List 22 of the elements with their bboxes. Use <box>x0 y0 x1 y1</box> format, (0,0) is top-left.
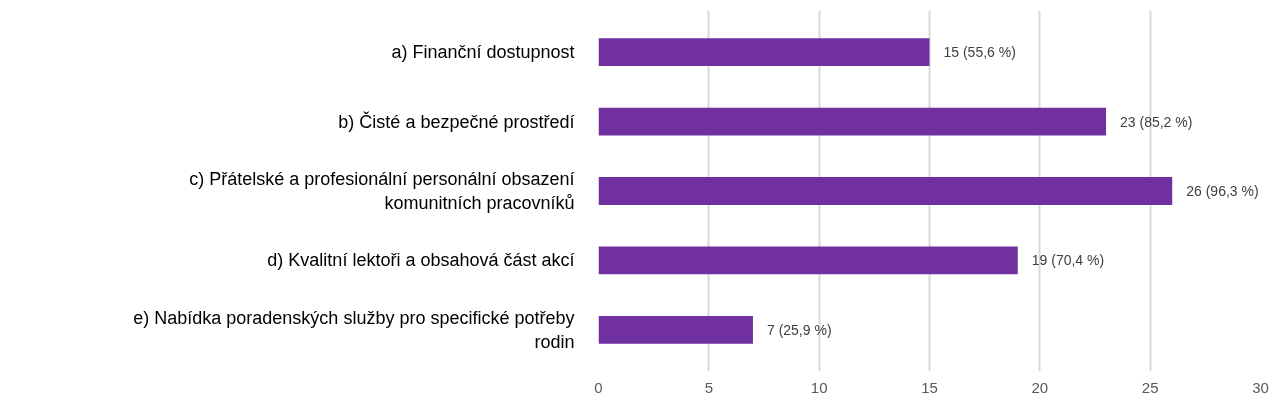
x-tick-label: 15 <box>921 378 938 396</box>
bar <box>598 38 930 67</box>
bar <box>598 315 753 344</box>
y-tick-label: e) Nabídka poradenských služby pro specifické potřeby rodin <box>133 307 575 352</box>
x-tick-label: 20 <box>1031 378 1049 396</box>
x-tick-label: 30 <box>1252 378 1269 396</box>
y-tick-label: c) Přátelské a profesionální personální obsazení komunitních pracovníků <box>189 169 575 213</box>
bar <box>598 246 1018 275</box>
x-tick-label: 10 <box>810 378 828 396</box>
data-label: 26 (96,3 %) <box>1186 183 1259 199</box>
data-label: 19 (70,4 %) <box>1031 252 1105 269</box>
x-tick-label: 25 <box>1141 378 1159 396</box>
bar <box>598 177 1173 205</box>
data-label: 15 (55,6 %) <box>943 44 1016 61</box>
y-tick-label: b) Čisté a bezpečné prostředí <box>338 110 575 132</box>
x-tick-label: 0 <box>594 378 603 396</box>
data-label: 23 (85,2 %) <box>1120 113 1193 130</box>
y-tick-label: d) Kvalitní lektoři a obsahová část akcí <box>267 250 575 271</box>
y-tick-label: a) Finanční dostupnost <box>391 42 575 63</box>
bar <box>598 107 1107 136</box>
x-tick-label: 5 <box>704 378 714 396</box>
data-label: 7 (25,9 %) <box>766 321 832 338</box>
